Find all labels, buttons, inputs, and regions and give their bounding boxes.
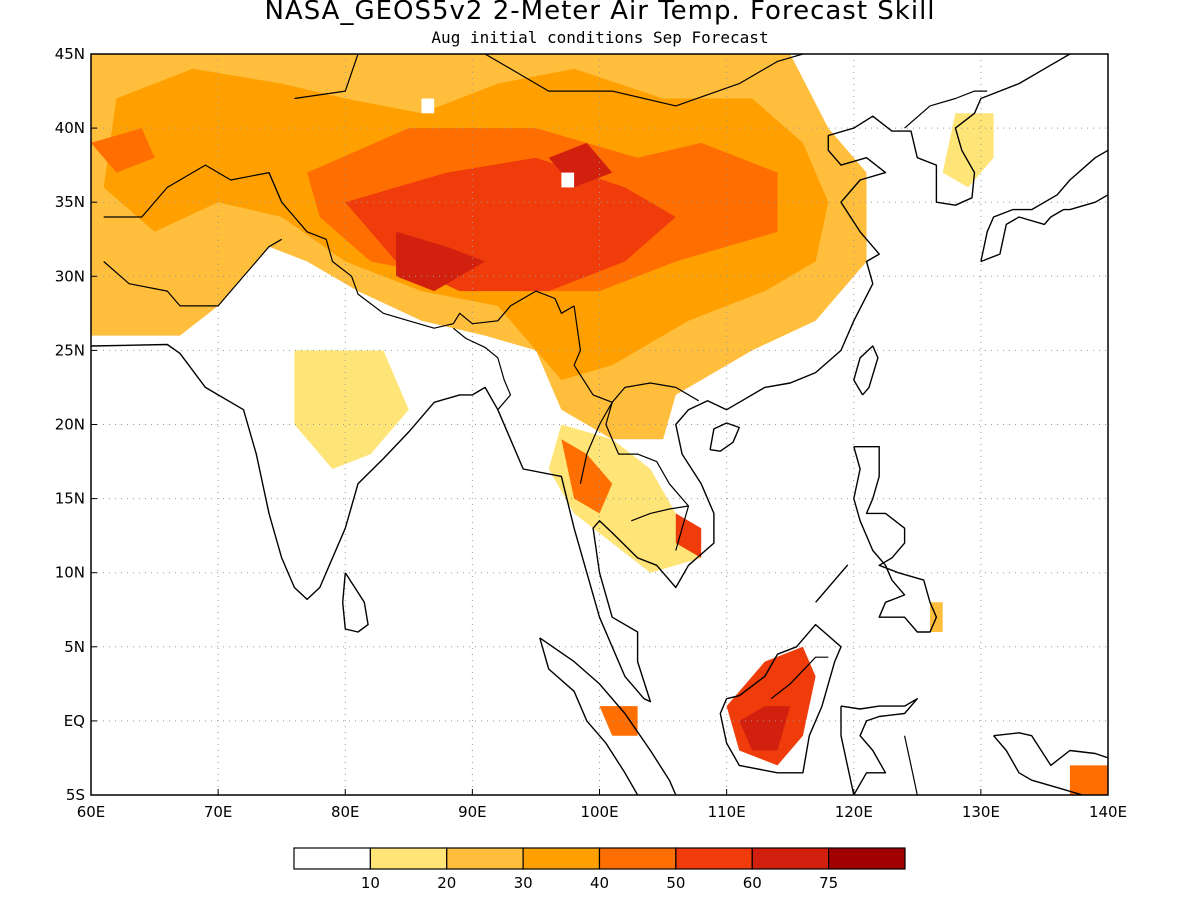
colorbar-label: 10 — [361, 874, 380, 892]
coastline-2 — [539, 637, 677, 795]
y-tick-label: 20N — [55, 416, 85, 434]
skill-region-14 — [599, 706, 638, 736]
country-border-3 — [452, 327, 512, 411]
country-border-9 — [484, 54, 804, 107]
x-tick-label: 110E — [708, 803, 746, 821]
colorbar: 10 20 30 40 50 60 75 — [293, 847, 906, 892]
skill-shading-layer — [91, 54, 1108, 795]
y-tick-label: 10N — [55, 564, 85, 582]
map-subtitle: Aug initial conditions Sep Forecast — [431, 28, 769, 47]
y-tick-label: 25N — [55, 341, 85, 359]
skill-region-7 — [396, 231, 486, 292]
skill-region-15 — [1069, 765, 1108, 795]
colorbar-swatch-5 — [675, 847, 753, 870]
coastline-11 — [980, 149, 1108, 262]
y-tick-label: 35N — [55, 193, 85, 211]
country-border-5 — [605, 402, 690, 551]
colorbar-swatch-4 — [598, 847, 677, 870]
coastline-9 — [709, 422, 740, 452]
y-tick-label: 5N — [64, 638, 85, 656]
colorbar-swatch-6 — [751, 847, 830, 870]
coastline-6 — [853, 446, 938, 633]
skill-region-18 — [561, 172, 575, 188]
skill-region-19 — [332, 320, 409, 351]
coastline-8 — [853, 345, 879, 396]
colorbar-label: 40 — [590, 874, 609, 892]
country-border-layer — [103, 54, 988, 795]
country-border-2 — [268, 172, 575, 329]
country-border-8 — [294, 54, 359, 100]
colorbar-swatch-3 — [522, 847, 601, 870]
country-border-12 — [904, 735, 918, 795]
coastline-layer — [91, 54, 1108, 795]
x-tick-label: 70E — [204, 803, 233, 821]
colorbar-label: 30 — [514, 874, 533, 892]
map-title: NASA_GEOS5v2 2-Meter Air Temp. Forecast … — [264, 0, 936, 26]
y-tick-label: 30N — [55, 267, 85, 285]
skill-region-11 — [675, 513, 702, 558]
coastline-10 — [980, 194, 1108, 263]
country-border-11 — [770, 656, 829, 700]
y-tick-label: 45N — [55, 45, 85, 63]
coastline-13 — [993, 735, 1083, 795]
coastline-0 — [91, 54, 1071, 703]
country-border-7 — [631, 505, 689, 522]
country-border-6 — [579, 402, 613, 484]
skill-region-8 — [548, 142, 613, 188]
colorbar-swatch-2 — [446, 847, 524, 870]
x-tick-label: 100E — [580, 803, 618, 821]
coastline-4 — [719, 623, 842, 774]
x-tick-label: 130E — [962, 803, 1000, 821]
x-tick-label: 90E — [458, 803, 487, 821]
longitude-ticks: 60E 70E 80E 90E 100E 110E 120E 130E 140E — [77, 789, 1127, 821]
skill-region-9 — [91, 128, 155, 173]
y-tick-label: 5S — [66, 786, 85, 804]
latitude-ticks: 45N 40N 35N 30N 25N 20N 15N 10N 5N EQ 5S — [55, 45, 97, 804]
coastline-12 — [993, 732, 1108, 767]
colorbar-label: 20 — [437, 874, 456, 892]
x-tick-label: 120E — [835, 803, 873, 821]
coastline-3 — [539, 637, 639, 795]
skill-region-2 — [294, 350, 409, 469]
x-tick-label: 80E — [331, 803, 360, 821]
skill-region-17 — [421, 98, 435, 114]
country-border-10 — [904, 90, 988, 129]
coastline-1 — [342, 572, 369, 633]
y-tick-label: EQ — [64, 712, 85, 730]
colorbar-label: 50 — [666, 874, 685, 892]
coastline-5 — [840, 698, 918, 795]
country-border-1 — [103, 238, 283, 307]
colorbar-label: 75 — [819, 874, 838, 892]
colorbar-swatch-7 — [828, 847, 906, 870]
y-tick-label: 15N — [55, 490, 85, 508]
colorbar-label: 60 — [743, 874, 762, 892]
colorbar-swatch-1 — [369, 847, 448, 870]
skill-region-10 — [561, 439, 613, 514]
x-tick-label: 140E — [1089, 803, 1127, 821]
x-tick-label: 60E — [77, 803, 106, 821]
skill-region-13 — [739, 706, 791, 751]
y-tick-label: 40N — [55, 119, 85, 137]
coastline-7 — [815, 564, 849, 603]
colorbar-swatch-0 — [293, 847, 371, 870]
